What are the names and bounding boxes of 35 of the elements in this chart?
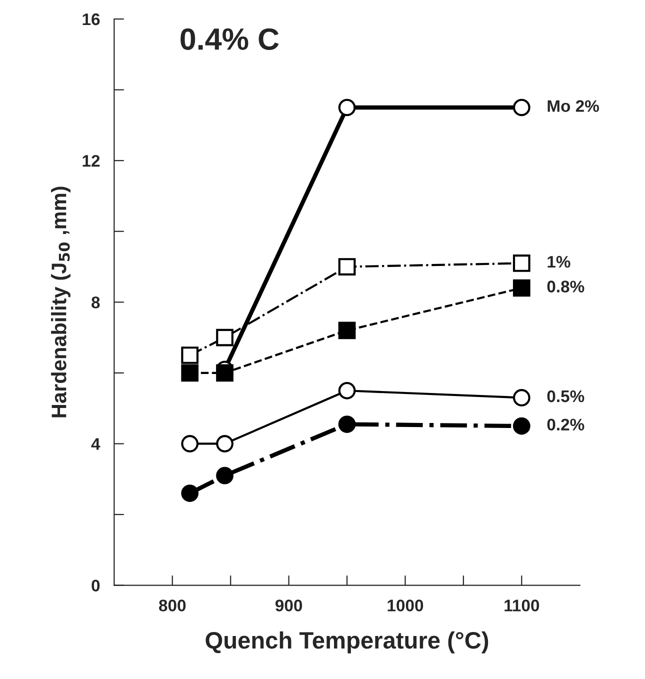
chart-title: 0.4% C — [180, 28, 279, 50]
point — [512, 389, 530, 406]
point — [512, 254, 530, 272]
point — [512, 417, 530, 435]
point — [338, 382, 356, 400]
point — [216, 328, 234, 346]
y-tick-label: 4 — [91, 438, 100, 450]
series-label: Mo 2% — [548, 100, 599, 112]
series-label: 0.5% — [547, 390, 584, 402]
y-tick-label: 0 — [92, 580, 100, 592]
y-tick-label: 8 — [92, 296, 100, 308]
y-axis-title: Hardenability (J$_{50}$ ,mm) — [51, 186, 70, 418]
x-tick-label: 800 — [159, 600, 186, 612]
y-tick-label: 12 — [82, 154, 100, 167]
series-label: 0.8% — [547, 280, 584, 292]
point — [216, 466, 234, 484]
x-tick-label: 1000 — [388, 600, 424, 612]
series-label: 0.2% — [547, 418, 584, 431]
series-label: 1% — [548, 256, 570, 268]
point — [512, 279, 530, 297]
y-tick-label: 16 — [82, 13, 100, 26]
point — [512, 98, 530, 116]
point — [216, 435, 234, 452]
x-tick-label: 1100 — [504, 600, 540, 612]
x-axis-title: Quench Temperature (°C) — [206, 631, 488, 654]
point — [338, 98, 356, 116]
x-tick-label: 900 — [275, 600, 302, 612]
point — [216, 364, 234, 382]
point — [181, 364, 199, 382]
point — [338, 258, 356, 276]
point — [181, 435, 199, 452]
point — [338, 416, 356, 433]
point — [181, 484, 199, 502]
point — [181, 346, 199, 364]
point — [338, 322, 356, 340]
